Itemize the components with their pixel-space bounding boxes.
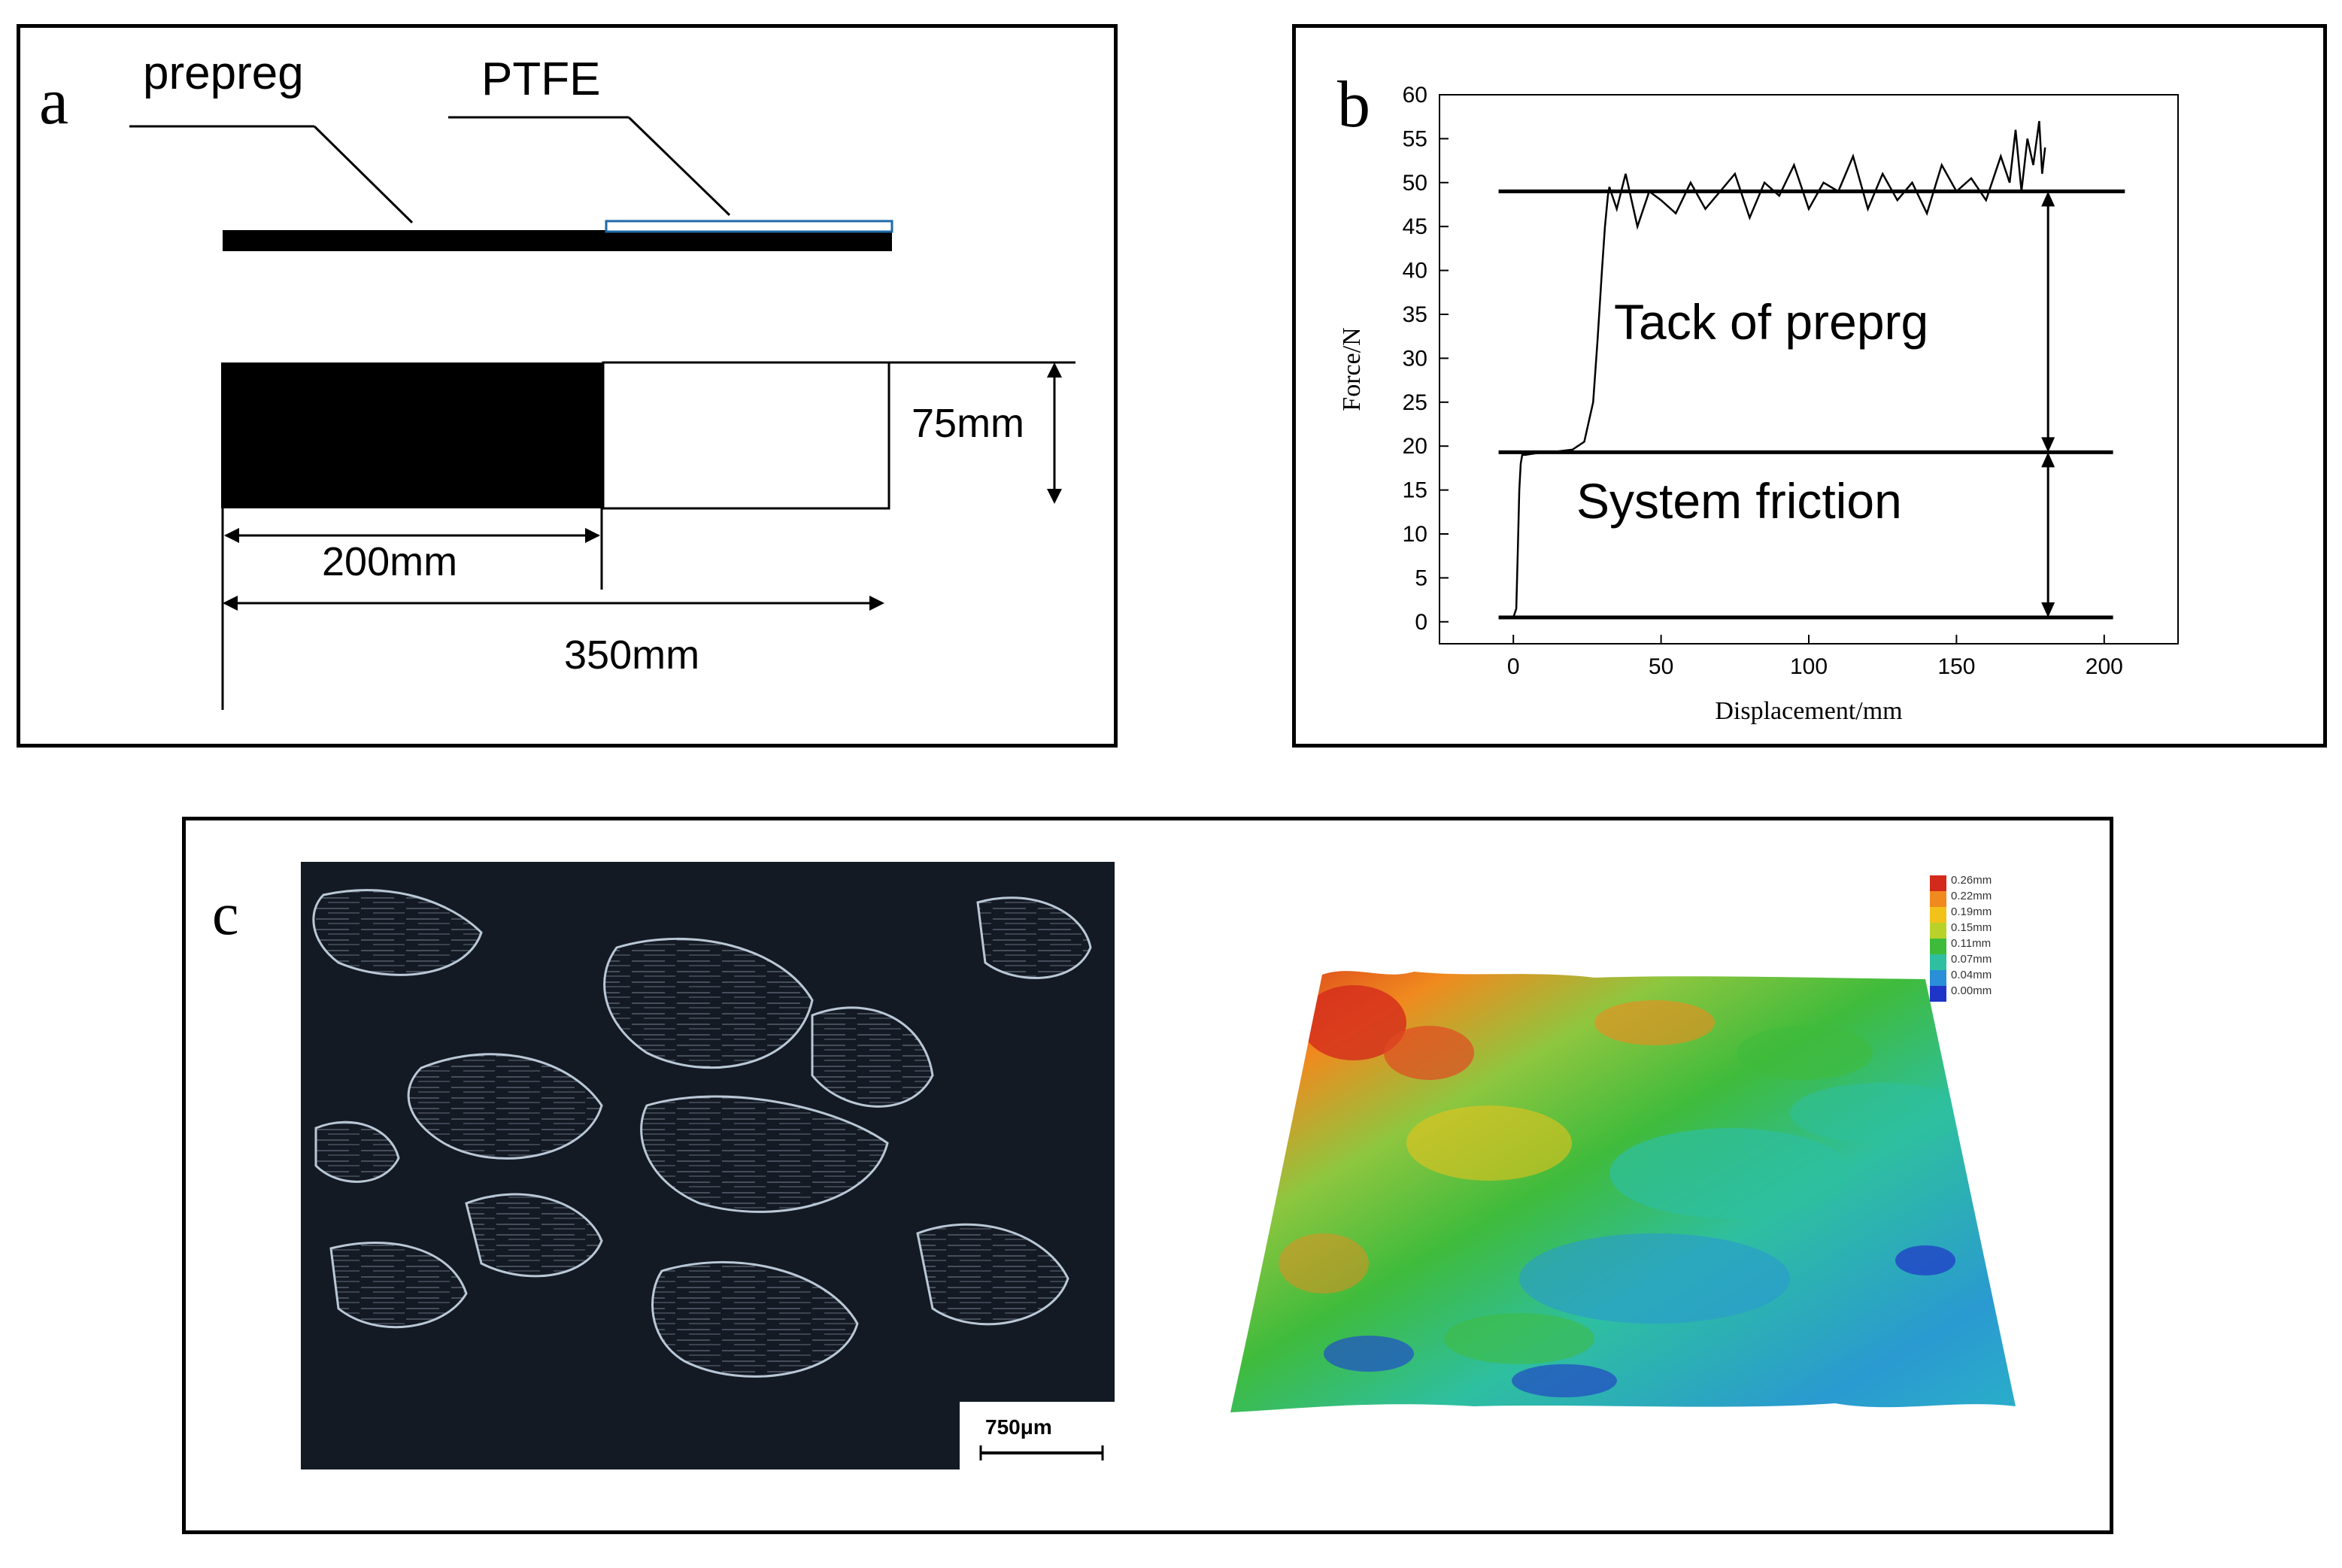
colorbar-swatch [1930,891,1946,907]
colorbar-label: 0.15mm [1951,921,1992,934]
y-axis-label: Force/N [1338,327,1366,411]
arrow-head [2041,437,2055,453]
colorbar-swatch [1930,939,1946,954]
y-tick-label: 10 [1403,522,1427,547]
x-tick-label: 100 [1790,654,1828,679]
colorbar-swatch [1930,970,1946,986]
y-tick-label: 15 [1403,478,1427,503]
colorbar-label: 0.11mm [1951,937,1992,950]
y-tick-label: 50 [1403,171,1427,196]
prepreg-side-view [223,230,892,251]
dim-350mm: 350mm [564,632,700,678]
y-tick-label: 0 [1415,610,1427,635]
x-tick-label: 150 [1937,654,1975,679]
colorbar-label: 0.07mm [1951,953,1992,966]
y-tick-label: 45 [1403,214,1427,239]
ptfe-top-view [602,361,890,510]
dim-200mm: 200mm [322,539,458,584]
panel-c [182,817,2113,1534]
label-prepreg: prepreg [143,47,304,99]
arrow-head [2041,452,2055,468]
colorbar-swatch [1930,954,1946,970]
x-tick-label: 50 [1649,654,1673,679]
colorbar-swatch [1930,875,1946,891]
colorbar-swatch [1930,986,1946,1002]
panel-b-letter: b [1337,68,1370,141]
panel-b [1292,24,2327,748]
annotation-tack: Tack of preprg [1614,294,1929,350]
y-tick-label: 30 [1403,346,1427,371]
ptfe-side-view [605,220,893,233]
force-series-line [1512,120,2046,618]
colorbar-label: 0.00mm [1951,984,1992,997]
panel-a-letter: a [39,65,69,138]
y-tick-label: 5 [1415,566,1427,590]
arrow-head [2041,191,2055,207]
dim-75mm: 75mm [912,401,1025,446]
colorbar-label: 0.22mm [1951,890,1992,902]
topography-colorbar [1930,875,1946,1002]
label-ptfe: PTFE [481,53,601,105]
colorbar-label: 0.19mm [1951,905,1992,918]
prepreg-top-view [221,362,603,508]
scale-bar-label: 750μm [985,1415,1052,1439]
colorbar-swatch [1930,907,1946,923]
panel-a [17,24,1118,748]
arrow-head [2041,602,2055,617]
y-tick-label: 40 [1403,259,1427,284]
x-axis-label: Displacement/mm [1715,697,1902,725]
y-tick-label: 25 [1403,390,1427,415]
colorbar-label: 0.26mm [1951,874,1992,887]
colorbar-label: 0.04mm [1951,969,1992,981]
y-tick-label: 20 [1403,434,1427,459]
annotation-friction: System friction [1576,473,1902,529]
panel-c-letter: c [212,881,239,948]
x-tick-label: 0 [1507,654,1520,679]
y-tick-label: 60 [1403,83,1427,108]
colorbar-swatch [1930,923,1946,939]
y-tick-label: 35 [1403,302,1427,327]
x-tick-label: 200 [2086,654,2123,679]
y-tick-label: 55 [1403,126,1427,151]
